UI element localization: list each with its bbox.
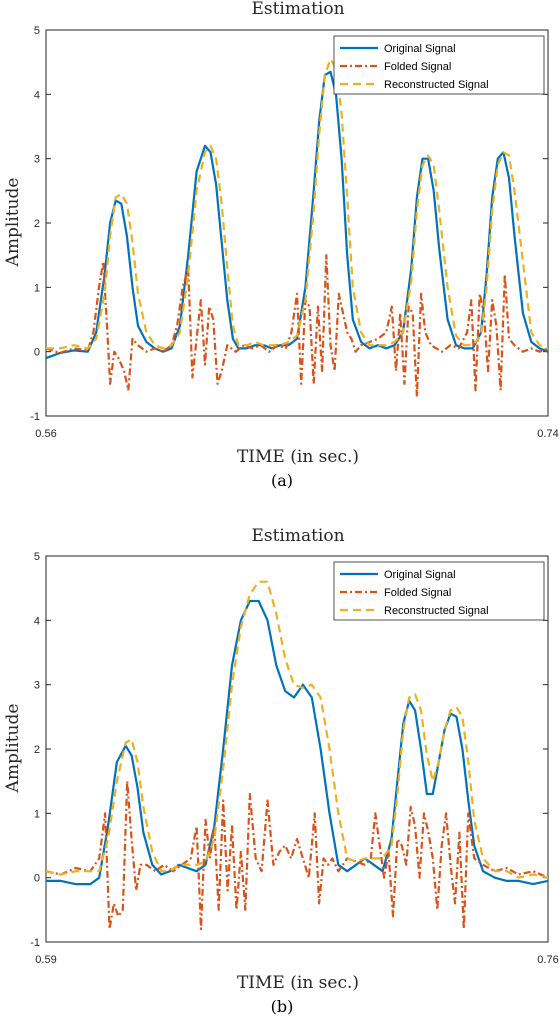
chart-a-ytick-label: 2 xyxy=(34,218,40,230)
chart-a-series-folded-signal xyxy=(46,254,548,398)
chart-b-series-reconstructed-signal xyxy=(46,580,548,879)
chart-a-ytick-label: 0 xyxy=(34,347,40,359)
chart-a-xlabel: TIME (in sec.) xyxy=(237,447,359,467)
chart-b-ytick-label: 1 xyxy=(34,808,40,820)
chart-a-ytick-label: 4 xyxy=(34,89,40,101)
chart-a-xtick-label: 0.74 xyxy=(537,428,558,440)
chart-b-xtick-label: 0.59 xyxy=(35,954,56,966)
chart-a-legend-label: Folded Signal xyxy=(384,61,451,73)
chart-b-xtick-label: 0.76 xyxy=(537,954,558,966)
chart-b-xlabel: TIME (in sec.) xyxy=(237,973,359,993)
chart-a-ylabel: Amplitude xyxy=(3,178,23,268)
chart-a-legend-label: Reconstructed Signal xyxy=(384,79,489,91)
chart-a: Estimation Amplitude TIME (in sec.) (a) … xyxy=(3,0,559,490)
chart-b-series-folded-signal xyxy=(46,780,548,931)
chart-b-ytick-label: 2 xyxy=(34,744,40,756)
chart-a-xtick-label: 0.56 xyxy=(35,428,56,440)
chart-a-series-original-signal xyxy=(46,70,548,360)
chart-a-legend-label: Original Signal xyxy=(384,43,456,55)
chart-b-legend-label: Folded Signal xyxy=(384,587,451,599)
chart-a-series-reconstructed-signal xyxy=(46,57,548,350)
chart-b-ytick-label: -1 xyxy=(30,937,40,949)
chart-b-ytick-label: 5 xyxy=(34,551,40,563)
chart-b-caption: (b) xyxy=(271,997,294,1016)
chart-a-title: Estimation xyxy=(251,0,344,19)
chart-b-legend-label: Reconstructed Signal xyxy=(384,605,489,617)
chart-b-ylabel: Amplitude xyxy=(3,704,23,794)
chart-a-ytick-label: -1 xyxy=(30,411,40,423)
chart-b-ytick-label: 4 xyxy=(34,615,40,627)
chart-a-ytick-label: 5 xyxy=(34,25,40,37)
chart-a-ytick-label: 3 xyxy=(34,154,40,166)
chart-a-caption: (a) xyxy=(271,471,293,490)
chart-b-ytick-label: 3 xyxy=(34,680,40,692)
chart-a-ytick-label: 1 xyxy=(34,282,40,294)
chart-b-series-original-signal xyxy=(46,599,548,886)
chart-b-ytick-label: 0 xyxy=(34,873,40,885)
chart-b-legend-label: Original Signal xyxy=(384,569,456,581)
chart-b-title: Estimation xyxy=(251,526,344,546)
chart-b: Estimation Amplitude TIME (in sec.) (b) … xyxy=(3,526,559,1016)
